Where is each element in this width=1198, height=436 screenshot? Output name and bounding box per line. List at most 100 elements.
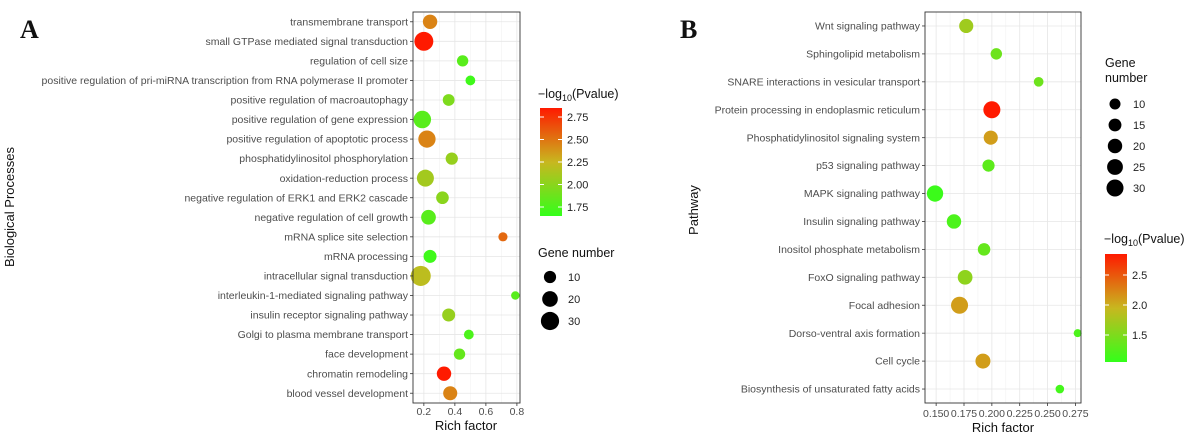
panel-b-size-legend-dot: [1107, 138, 1123, 154]
panel-b-ytick-label: Cell cycle: [875, 356, 920, 368]
panel-a-point: [498, 232, 508, 242]
panel-a-ytick-label: interleukin-1-mediated signaling pathway: [218, 290, 409, 302]
panel-a-ytick-label: small GTPase mediated signal transductio…: [205, 36, 408, 48]
panel-b-point: [975, 353, 991, 369]
panel-a-ytick-label: transmembrane transport: [290, 16, 408, 28]
panel-a-ytick-label: Golgi to plasma membrane transport: [238, 329, 408, 341]
panel-a-point: [463, 329, 474, 340]
panel-a-colorbar-label: 2.00: [567, 180, 588, 192]
panel-b-size-legend-dot: [1106, 179, 1124, 197]
panel-b-size-legend-label: 10: [1133, 99, 1145, 111]
panel-b-point: [951, 296, 969, 314]
panel-b-size-legend-dot: [1107, 159, 1123, 175]
panel-a-color-legend: −log10(Pvalue) 2.75 2.50 2.25 2.00 1.75: [538, 87, 619, 216]
panel-a-ytick-label: positive regulation of apoptotic process: [226, 134, 408, 146]
panel-b-size-legend-label: 15: [1133, 120, 1145, 132]
panel-b-ytick-label: Biosynthesis of unsaturated fatty acids: [741, 384, 920, 396]
panel-b-colorbar-ticks: 2.5 2.0 1.5: [1105, 270, 1147, 342]
panel-b-color-legend-title: −log10(Pvalue): [1104, 232, 1185, 248]
panel-a-ytick-label: negative regulation of cell growth: [254, 212, 408, 224]
panel-b-colorbar-label: 2.5: [1132, 270, 1147, 282]
panel-b-size-legend-label: 20: [1133, 141, 1145, 153]
panel-a-xtick-label: 0.2: [417, 406, 432, 418]
panel-b-size-legend-dot: [1108, 118, 1122, 132]
panel-b-point: [959, 18, 974, 34]
panel-a-color-legend-title: −log10(Pvalue): [538, 87, 619, 103]
panel-a-point: [410, 265, 431, 286]
panel-a-point: [423, 249, 437, 263]
panel-b-ytick-label: p53 signaling pathway: [816, 160, 921, 172]
panel-a-colorbar-label: 2.50: [567, 135, 588, 147]
panel-b-point: [1073, 329, 1082, 338]
panel-b-ytick-label: Inositol phosphate metabolism: [778, 244, 920, 256]
panel-b-xtick-label: 0.275: [1062, 408, 1088, 420]
panel-a-point: [416, 169, 434, 187]
panel-a-point: [442, 308, 456, 322]
panel-b-xtick-label: 0.175: [951, 408, 977, 420]
panel-b-point: [1055, 384, 1065, 394]
panel-a-ytick-label: regulation of cell size: [310, 55, 408, 67]
panel-a-ytick-label: positive regulation of macroautophagy: [231, 95, 409, 107]
panel-b-point: [983, 130, 998, 145]
panel-b-ytick-label: MAPK signaling pathway: [804, 188, 921, 200]
panel-a-y-axis-title: Biological Processes: [2, 147, 17, 267]
panel-a-y-ticks: transmembrane transport small GTPase medi…: [42, 16, 413, 400]
panel-b-size-legend-dot: [1109, 98, 1121, 110]
panel-b-point: [926, 185, 944, 202]
panel-b-ytick-label: SNARE interactions in vesicular transpor…: [727, 76, 920, 88]
panel-a-xtick-label: 0.8: [510, 406, 525, 418]
panel-b-ytick-label: Focal adhesion: [849, 300, 920, 312]
panel-a-xtick-label: 0.6: [479, 406, 494, 418]
panel-a-size-legend-dot: [543, 270, 557, 284]
panel-b-ytick-label: FoxO signaling pathway: [808, 272, 921, 284]
panel-a-point: [453, 348, 466, 360]
panel-b-ytick-label: Insulin signaling pathway: [803, 216, 920, 228]
panel-b-colorbar: [1105, 254, 1127, 362]
panel-b-point: [957, 269, 973, 285]
panel-a-point: [443, 386, 458, 401]
panel-b-size-legend-title-1: Gene: [1105, 56, 1136, 70]
panel-a-colorbar-label: 2.25: [567, 157, 588, 169]
panel-a-point: [422, 14, 438, 29]
panel-b-xtick-label: 0.225: [1007, 408, 1033, 420]
panel-a-point: [511, 291, 520, 300]
panel-a-point: [413, 110, 432, 129]
panel-a-size-legend-items: 10 20 30: [540, 270, 580, 331]
panel-a-grid: [413, 12, 520, 403]
panel-a-size-legend-dot: [542, 291, 558, 307]
panel-b-ytick-label: Wnt signaling pathway: [815, 21, 921, 33]
panel-a-ytick-label: mRNA processing: [324, 251, 408, 263]
panel-b-point: [982, 159, 995, 172]
panel-a-ytick-label: insulin receptor signaling pathway: [250, 310, 408, 322]
panel-a-point: [456, 55, 469, 67]
panel-a-size-legend-dot: [540, 311, 560, 331]
panel-a-letter: A: [20, 15, 39, 44]
panel-b-colorbar-label: 2.0: [1132, 300, 1147, 312]
panel-b-size-legend-label: 30: [1133, 183, 1145, 195]
panel-b-point: [977, 243, 991, 256]
panel-a-ytick-label: negative regulation of ERK1 and ERK2 cas…: [184, 192, 408, 204]
panel-a-ytick-label: positive regulation of gene expression: [232, 114, 408, 126]
panel-a-point: [418, 130, 436, 148]
panel-a-point: [436, 366, 452, 381]
panel-b-size-legend-label: 25: [1133, 162, 1145, 174]
panel-a-ytick-label: oxidation-reduction process: [280, 173, 408, 185]
panel-a-size-legend-label: 20: [568, 294, 580, 306]
panel-b-size-legend: Gene number 10 15 20 25 30: [1105, 56, 1147, 197]
panel-b-frame: [924, 11, 1082, 404]
panel-a-xtick-label: 0.4: [448, 406, 463, 418]
panel-a-colorbar: [540, 108, 562, 216]
panel-b-color-legend: −log10(Pvalue) 2.5 2.0 1.5: [1104, 232, 1185, 362]
panel-a-size-legend-title: Gene number: [538, 246, 614, 260]
panel-b-xtick-label: 0.200: [979, 408, 1005, 420]
panel-b-size-legend-title-2: number: [1105, 71, 1147, 85]
panel-a-point: [436, 191, 449, 205]
panel-b-xtick-label: 0.250: [1034, 408, 1060, 420]
panel-a-x-ticks: 0.2 0.4 0.6 0.8: [417, 403, 525, 418]
panel-a-size-legend-label: 10: [568, 272, 580, 284]
panel-a-point: [445, 152, 458, 165]
panel-a-ytick-label: positive regulation of pri-miRNA transcr…: [42, 75, 409, 87]
panel-b-y-axis-title: Pathway: [686, 185, 701, 235]
panel-b-ytick-label: Dorso-ventral axis formation: [789, 328, 920, 340]
